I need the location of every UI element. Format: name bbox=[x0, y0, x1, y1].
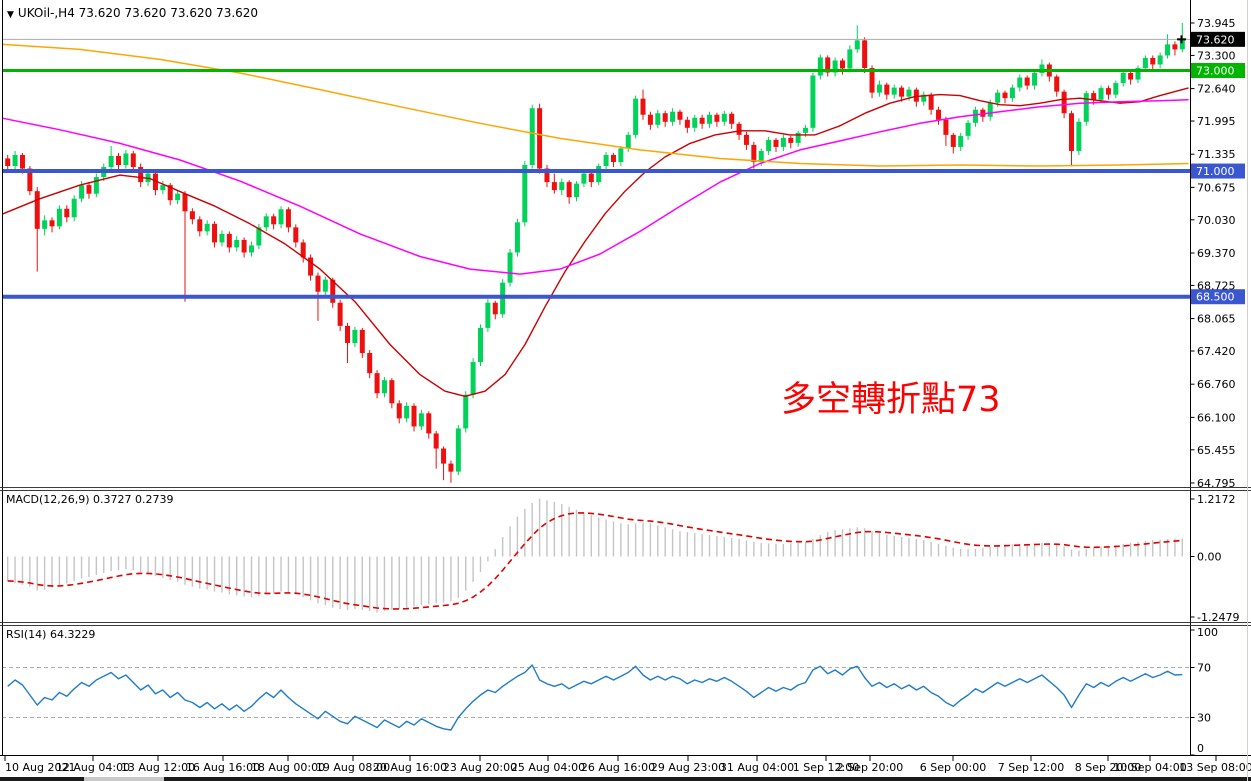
svg-text:20 Aug 16:00: 20 Aug 16:00 bbox=[373, 761, 447, 774]
svg-text:66.760: 66.760 bbox=[1197, 378, 1236, 391]
symbol-timeframe-label: ▼ UKOil-,H4 73.620 73.620 73.620 73.620 bbox=[7, 6, 258, 20]
svg-text:1 Sep 12:00: 1 Sep 12:00 bbox=[793, 761, 859, 774]
svg-text:26 Aug 16:00: 26 Aug 16:00 bbox=[581, 761, 655, 774]
rsi-level-lines bbox=[2, 667, 1191, 718]
ma-orange-line bbox=[2, 43, 1189, 167]
svg-text:30: 30 bbox=[1197, 712, 1211, 725]
last-price-marker bbox=[1177, 35, 1186, 44]
candles-layer bbox=[5, 23, 1185, 483]
svg-text:2 Sep 20:00: 2 Sep 20:00 bbox=[837, 761, 903, 774]
svg-text:25 Aug 04:00: 25 Aug 04:00 bbox=[511, 761, 585, 774]
svg-text:68.725: 68.725 bbox=[1197, 279, 1236, 292]
svg-text:19 Aug 08:00: 19 Aug 08:00 bbox=[316, 761, 390, 774]
symbol-ohlc-text: UKOil-,H4 73.620 73.620 73.620 73.620 bbox=[17, 6, 259, 20]
svg-text:31 Aug 04:00: 31 Aug 04:00 bbox=[720, 761, 794, 774]
svg-text:-1.2479: -1.2479 bbox=[1197, 611, 1239, 624]
svg-text:7 Sep 12:00: 7 Sep 12:00 bbox=[998, 761, 1064, 774]
price-badges: 73.620 73.000 71.000 68.500 bbox=[1191, 31, 1245, 305]
svg-text:67.420: 67.420 bbox=[1197, 345, 1236, 358]
svg-text:0: 0 bbox=[1197, 742, 1204, 755]
macd-histogram bbox=[6, 498, 1184, 613]
svg-text:18 Aug 00:00: 18 Aug 00:00 bbox=[251, 761, 325, 774]
rsi-line bbox=[7, 664, 1183, 731]
price-axis: 73.945 73.300 72.640 71.995 71.335 70.675 70.0… bbox=[1190, 17, 1236, 490]
svg-text:73.000: 73.000 bbox=[1196, 65, 1235, 78]
svg-text:16 Aug 16:00: 16 Aug 16:00 bbox=[186, 761, 260, 774]
badge-support-68-5 bbox=[1191, 289, 1245, 305]
badge-support-71 bbox=[1191, 163, 1245, 179]
horizontal-levels bbox=[2, 38, 1191, 299]
macd-indicator-label: MACD(12,26,9) 0.3727 0.2739 bbox=[6, 493, 174, 506]
svg-text:0.00: 0.00 bbox=[1197, 551, 1222, 564]
svg-text:72.640: 72.640 bbox=[1197, 83, 1236, 96]
svg-text:73.620: 73.620 bbox=[1196, 33, 1235, 46]
svg-text:29 Aug 23:00: 29 Aug 23:00 bbox=[651, 761, 725, 774]
svg-text:68.500: 68.500 bbox=[1196, 291, 1235, 304]
svg-text:23 Aug 20:00: 23 Aug 20:00 bbox=[443, 761, 517, 774]
svg-text:73.300: 73.300 bbox=[1197, 49, 1236, 62]
svg-text:71.335: 71.335 bbox=[1197, 148, 1236, 161]
badge-resistance-73 bbox=[1191, 63, 1245, 79]
svg-text:13 Sep 08:00: 13 Sep 08:00 bbox=[1179, 761, 1251, 774]
badge-current-price bbox=[1191, 31, 1245, 47]
svg-text:66.100: 66.100 bbox=[1197, 411, 1236, 424]
macd-axis: 1.2172 0.00 -1.2479 bbox=[1190, 493, 1239, 624]
svg-text:13 Aug 12:00: 13 Aug 12:00 bbox=[121, 761, 195, 774]
svg-text:64.795: 64.795 bbox=[1197, 477, 1236, 490]
panel-frame bbox=[0, 0, 1251, 756]
rsi-axis: 100 70 30 0 bbox=[1190, 626, 1218, 756]
svg-text:73.945: 73.945 bbox=[1197, 17, 1236, 30]
ma-magenta-line bbox=[2, 98, 1189, 275]
svg-text:12 Aug 04:00: 12 Aug 04:00 bbox=[56, 761, 130, 774]
ma-red-line bbox=[2, 87, 1189, 397]
svg-text:70: 70 bbox=[1197, 662, 1211, 675]
svg-text:1.2172: 1.2172 bbox=[1197, 493, 1236, 506]
svg-text:10 Aug 2021: 10 Aug 2021 bbox=[5, 761, 75, 774]
svg-text:6 Sep 00:00: 6 Sep 00:00 bbox=[920, 761, 986, 774]
svg-text:10 Sep 04:00: 10 Sep 04:00 bbox=[1113, 761, 1186, 774]
svg-text:71.995: 71.995 bbox=[1197, 115, 1236, 128]
svg-text:70.675: 70.675 bbox=[1197, 181, 1236, 194]
svg-text:8 Sep 20:00: 8 Sep 20:00 bbox=[1075, 761, 1141, 774]
svg-text:65.455: 65.455 bbox=[1197, 444, 1236, 457]
rsi-indicator-label: RSI(14) 64.3229 bbox=[6, 628, 96, 641]
dropdown-icon[interactable]: ▼ bbox=[7, 10, 14, 20]
chart-annotation-text: 多空轉折點73 bbox=[781, 380, 1001, 420]
svg-text:70.030: 70.030 bbox=[1197, 214, 1236, 227]
svg-text:69.370: 69.370 bbox=[1197, 247, 1236, 260]
macd-signal-line bbox=[7, 512, 1183, 610]
svg-text:71.000: 71.000 bbox=[1196, 165, 1235, 178]
svg-text:68.065: 68.065 bbox=[1197, 313, 1236, 326]
svg-text:100: 100 bbox=[1197, 626, 1218, 639]
